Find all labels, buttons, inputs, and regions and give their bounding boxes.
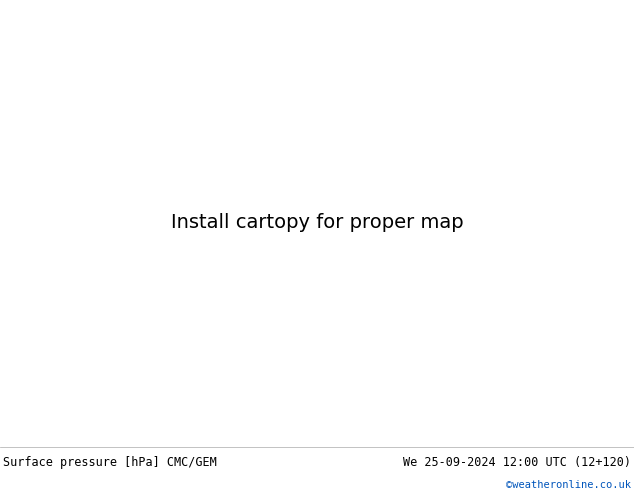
Text: ©weatheronline.co.uk: ©weatheronline.co.uk [506, 480, 631, 490]
Text: Surface pressure [hPa] CMC/GEM: Surface pressure [hPa] CMC/GEM [3, 457, 217, 469]
Text: Install cartopy for proper map: Install cartopy for proper map [171, 213, 463, 232]
Text: We 25-09-2024 12:00 UTC (12+120): We 25-09-2024 12:00 UTC (12+120) [403, 457, 631, 469]
